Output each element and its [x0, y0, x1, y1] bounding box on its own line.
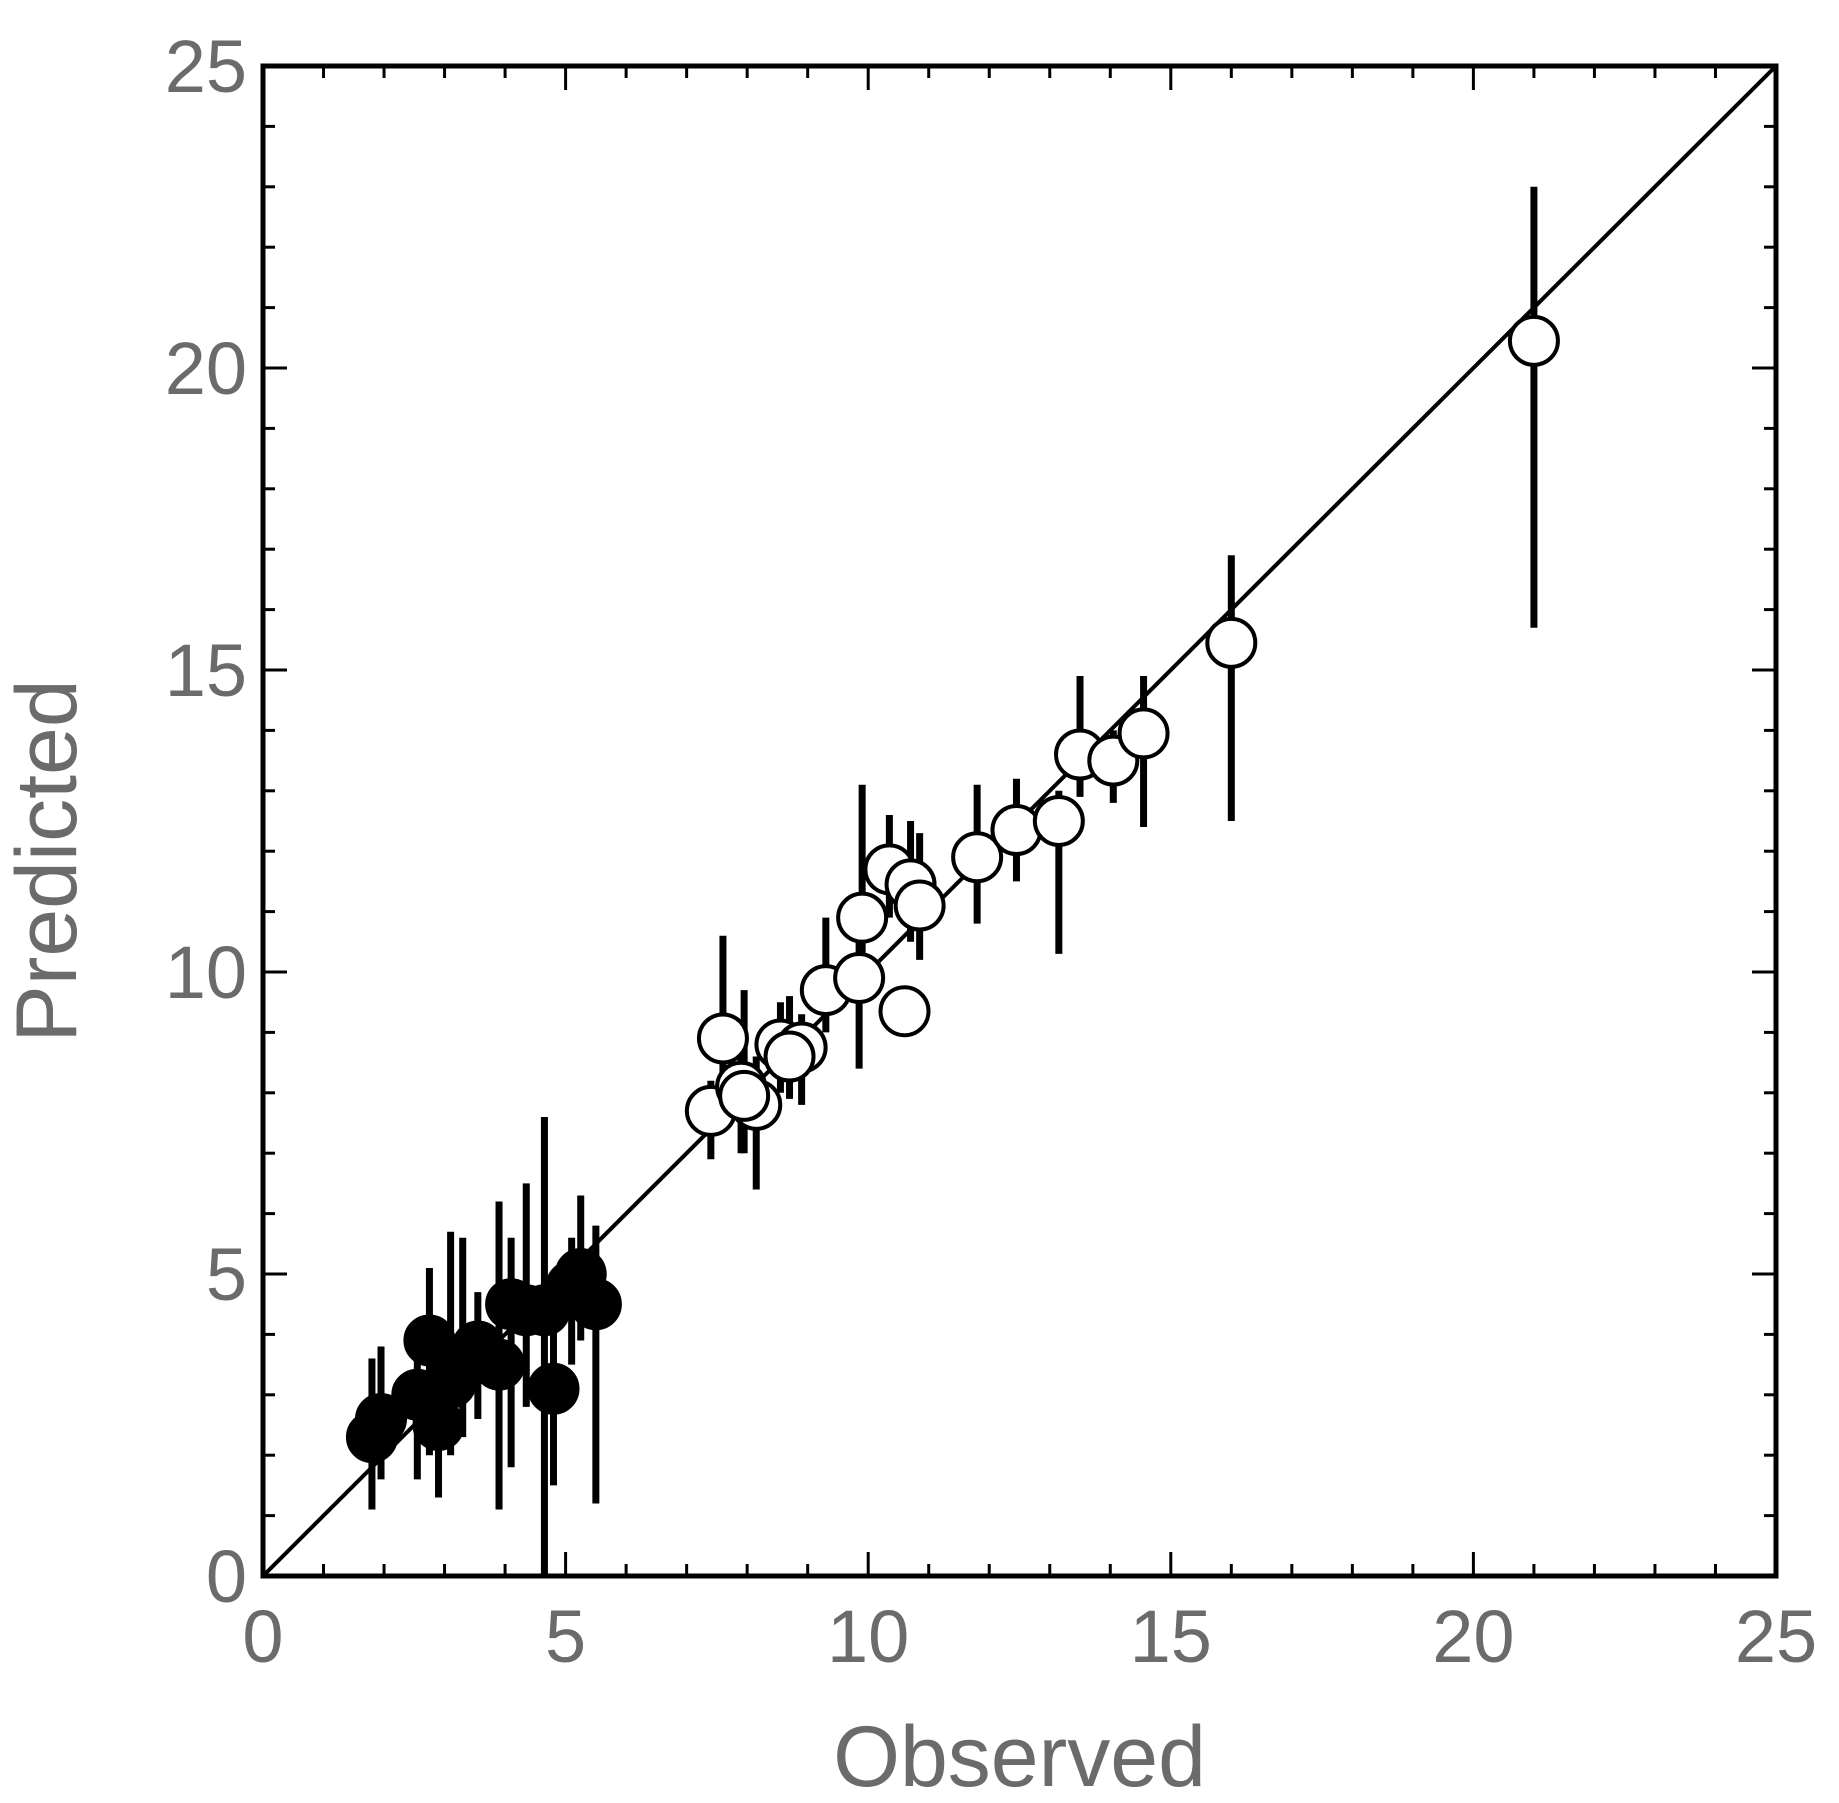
x-tick-label: 25: [1735, 1595, 1817, 1678]
y-tick-label: 0: [206, 1535, 247, 1618]
y-tick-label: 25: [165, 25, 247, 108]
y-tick-label: 20: [165, 327, 247, 410]
filled-point: [527, 1362, 580, 1415]
open-point: [893, 879, 946, 932]
open-point: [696, 1012, 749, 1065]
open-point: [763, 1030, 816, 1083]
x-tick-label: 5: [545, 1595, 586, 1678]
x-tick-labels: 0 5 10 15 20 25: [242, 1595, 1817, 1678]
data-points: [345, 314, 1560, 1464]
y-tick-label: 5: [206, 1233, 247, 1316]
open-point: [951, 831, 1004, 884]
axis-ticks: [261, 64, 1778, 1578]
open-point: [836, 891, 889, 944]
open-point: [1205, 616, 1258, 669]
filled-point: [355, 1392, 408, 1445]
filled-point: [569, 1278, 622, 1331]
x-tick-label: 10: [827, 1595, 909, 1678]
open-point: [1032, 795, 1085, 847]
x-tick-label: 0: [242, 1595, 283, 1678]
open-point: [833, 952, 886, 1005]
plot-area: [260, 63, 1779, 1579]
y-axis-title: Predicted: [0, 679, 95, 1042]
open-point: [990, 804, 1043, 857]
open-point: [1507, 314, 1560, 367]
y-tick-label: 10: [165, 931, 247, 1014]
x-tick-label: 20: [1432, 1595, 1514, 1678]
x-tick-label: 15: [1130, 1595, 1212, 1678]
filled-point: [473, 1338, 526, 1391]
open-point: [1117, 707, 1170, 760]
y-tick-labels: 0 5 10 15 20 25: [165, 25, 247, 1618]
plot-frame: [260, 63, 1779, 1579]
x-axis-title: Observed: [833, 1709, 1206, 1803]
open-point: [718, 1069, 771, 1122]
open-point: [878, 985, 931, 1038]
y-tick-label: 15: [165, 629, 247, 712]
